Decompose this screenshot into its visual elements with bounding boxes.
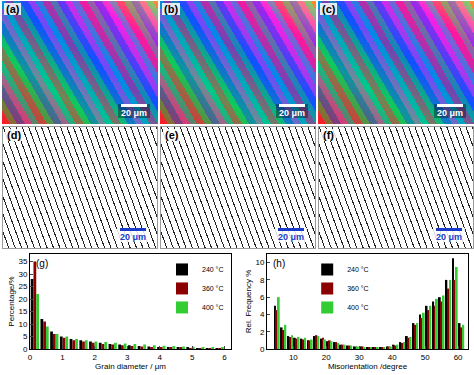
svg-text:360 °C: 360 °C (347, 285, 368, 292)
svg-text:35: 35 (18, 257, 27, 266)
svg-text:Misorientation /degree: Misorientation /degree (328, 362, 408, 371)
html-text:20 μm: 20 μm (121, 108, 147, 118)
html-text:20 μm: 20 μm (437, 108, 463, 118)
svg-text:3: 3 (125, 353, 130, 362)
svg-text:5: 5 (23, 332, 28, 341)
svg-text:30: 30 (355, 353, 364, 362)
svg-text:2: 2 (260, 328, 265, 337)
html-text:20 μm: 20 μm (279, 108, 305, 118)
svg-text:20: 20 (322, 353, 331, 362)
svg-text:40: 40 (388, 353, 397, 362)
svg-text:5: 5 (190, 353, 195, 362)
html-text:(c): (c) (322, 3, 336, 15)
svg-text:Percentage/%: Percentage/% (7, 276, 16, 326)
svg-text:10: 10 (255, 258, 264, 267)
svg-text:25: 25 (18, 282, 27, 291)
svg-text:0: 0 (28, 353, 33, 362)
svg-text:30: 30 (18, 270, 27, 279)
svg-text:4: 4 (260, 310, 265, 319)
svg-text:6: 6 (222, 353, 227, 362)
svg-text:Rel. Frequency %: Rel. Frequency % (244, 270, 253, 334)
svg-text:400 °C: 400 °C (202, 304, 223, 311)
svg-text:240 °C: 240 °C (347, 266, 368, 273)
html-text:(f): (f) (323, 129, 334, 141)
svg-text:Grain diameter / μm: Grain diameter / μm (95, 362, 166, 371)
html-text:20 μm: 20 μm (120, 232, 146, 242)
svg-text:60: 60 (454, 353, 463, 362)
html-text:(e): (e) (165, 129, 179, 141)
svg-text:360 °C: 360 °C (202, 285, 223, 292)
svg-text:(h): (h) (273, 258, 285, 269)
svg-text:4: 4 (157, 353, 162, 362)
svg-text:0: 0 (260, 345, 265, 354)
svg-text:10: 10 (289, 353, 298, 362)
svg-text:400 °C: 400 °C (347, 304, 368, 311)
svg-text:10: 10 (18, 320, 27, 329)
html-text:(a): (a) (6, 3, 20, 15)
svg-text:6: 6 (260, 293, 265, 302)
svg-text:2: 2 (93, 353, 98, 362)
svg-text:20: 20 (18, 295, 27, 304)
svg-text:240 °C: 240 °C (202, 266, 223, 273)
svg-text:8: 8 (260, 276, 265, 285)
html-text:(b): (b) (164, 3, 178, 15)
svg-text:50: 50 (421, 353, 430, 362)
html-text:20 μm: 20 μm (278, 232, 304, 242)
html-text:20 μm: 20 μm (436, 232, 462, 242)
svg-text:1: 1 (60, 353, 65, 362)
svg-text:(g): (g) (36, 258, 48, 269)
svg-text:0: 0 (23, 345, 28, 354)
html-text:(d): (d) (7, 129, 21, 141)
svg-text:15: 15 (18, 307, 27, 316)
